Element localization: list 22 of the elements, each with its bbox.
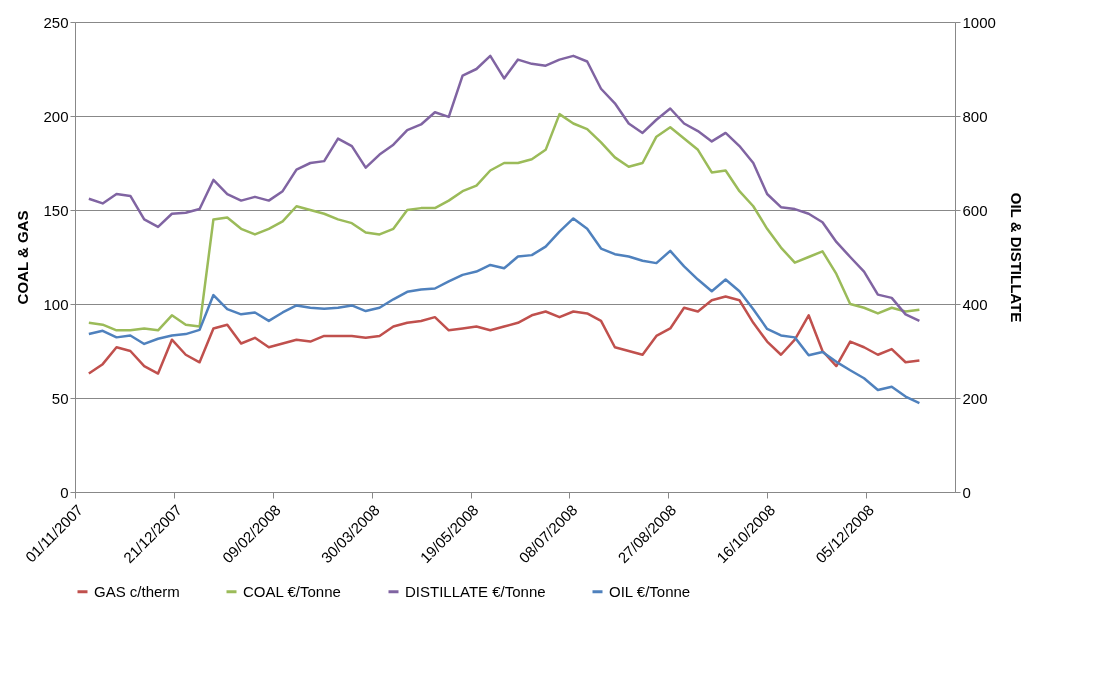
- legend-label: DISTILLATE €/Tonne: [405, 582, 546, 600]
- y2-tick-label: 800: [962, 107, 988, 125]
- line-series: [87, 112, 921, 332]
- y-tick-label: 100: [43, 295, 69, 313]
- y-tick-label: 150: [43, 201, 69, 219]
- y-tick-label: 0: [60, 483, 69, 501]
- y2-tick-label: 0: [962, 483, 971, 501]
- legend-label: GAS c/therm: [94, 582, 180, 600]
- y-tick-label: 250: [43, 13, 69, 31]
- y2-axis-title: OIL & DISTILLATE: [1007, 192, 1025, 323]
- y2-tick-label: 400: [962, 295, 988, 313]
- y-tick-label: 200: [43, 107, 69, 125]
- legend-label: COAL €/Tonne: [243, 582, 341, 600]
- line-series: [87, 54, 921, 323]
- y2-tick-label: 200: [962, 389, 988, 407]
- line-series: [87, 295, 921, 375]
- line-series: [87, 217, 921, 405]
- y-axis-title: COAL & GAS: [14, 210, 32, 305]
- legend-label: OIL €/Tonne: [609, 582, 691, 600]
- y2-tick-label: 600: [962, 201, 988, 219]
- y-tick-label: 50: [51, 389, 69, 407]
- y2-tick-label: 1000: [962, 13, 996, 31]
